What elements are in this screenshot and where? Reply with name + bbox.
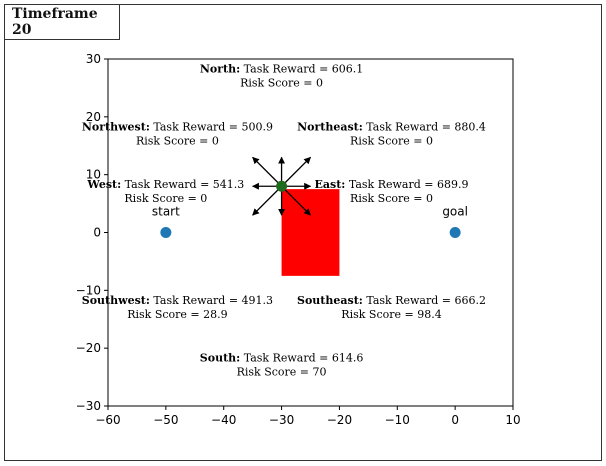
reward-value: Task Reward = 606.1 xyxy=(240,62,363,75)
direction-name: Northeast: xyxy=(297,120,363,133)
label-southwest-reward: Southwest: Task Reward = 491.3 xyxy=(82,294,273,307)
reward-value: Task Reward = 500.9 xyxy=(150,120,273,133)
arrow-northeast xyxy=(281,156,311,187)
y-tick-label: −10 xyxy=(76,283,101,297)
start-label: start xyxy=(152,205,180,219)
goal-point xyxy=(449,227,461,238)
y-tick-label: 0 xyxy=(93,226,101,240)
reward-value: Task Reward = 880.4 xyxy=(363,120,486,133)
reward-value: Task Reward = 666.2 xyxy=(363,294,486,307)
label-northeast-reward: Northeast: Task Reward = 880.4 xyxy=(297,120,486,133)
start-point xyxy=(160,227,172,238)
label-northwest-reward: Northwest: Task Reward = 500.9 xyxy=(82,120,273,133)
y-tick-label: 20 xyxy=(86,110,101,124)
x-tick-label: −20 xyxy=(327,413,352,427)
y-tick-label: −30 xyxy=(76,399,101,413)
agent-point xyxy=(276,180,288,192)
label-southeast-risk: Risk Score = 98.4 xyxy=(341,308,441,321)
reward-value: Task Reward = 689.9 xyxy=(345,178,468,191)
label-southeast-reward: Southeast: Task Reward = 666.2 xyxy=(297,294,486,307)
reward-value: Task Reward = 614.6 xyxy=(240,352,363,365)
x-tick-label: −50 xyxy=(153,413,178,427)
label-south-risk: Risk Score = 70 xyxy=(237,366,327,379)
label-southwest-risk: Risk Score = 28.9 xyxy=(127,308,227,321)
x-tick-label: −60 xyxy=(95,413,120,427)
goal-label: goal xyxy=(442,205,468,219)
x-tick-label: 10 xyxy=(505,413,520,427)
arrow-southwest xyxy=(252,185,283,216)
label-west-reward: West: Task Reward = 541.3 xyxy=(86,178,244,191)
label-northwest-risk: Risk Score = 0 xyxy=(136,134,219,147)
x-tick-label: −30 xyxy=(269,413,294,427)
arrow-northwest xyxy=(252,156,283,187)
x-tick-label: −40 xyxy=(211,413,236,427)
label-west-risk: Risk Score = 0 xyxy=(124,192,207,205)
arrow-southeast xyxy=(281,185,311,216)
label-north-risk: Risk Score = 0 xyxy=(240,76,323,89)
direction-name: North: xyxy=(200,62,240,75)
label-east-reward: East: Task Reward = 689.9 xyxy=(315,178,469,191)
direction-name: South: xyxy=(200,352,240,365)
label-south-reward: South: Task Reward = 614.6 xyxy=(200,352,364,365)
reward-value: Task Reward = 541.3 xyxy=(121,178,244,191)
obstacle-rect xyxy=(281,189,340,276)
y-tick-label: 30 xyxy=(86,52,101,66)
x-tick-label: −10 xyxy=(385,413,410,427)
y-tick-label: −20 xyxy=(76,341,101,355)
direction-name: East: xyxy=(315,178,346,191)
reward-value: Task Reward = 491.3 xyxy=(150,294,273,307)
timeframe-title: Timeframe 20 xyxy=(4,4,120,40)
x-tick-label: 0 xyxy=(451,413,459,427)
label-northeast-risk: Risk Score = 0 xyxy=(350,134,433,147)
direction-name: West: xyxy=(86,178,121,191)
direction-name: Southwest: xyxy=(82,294,150,307)
y-tick-label: 10 xyxy=(86,168,101,182)
label-east-risk: Risk Score = 0 xyxy=(350,192,433,205)
label-north-reward: North: Task Reward = 606.1 xyxy=(200,62,363,75)
direction-name: Southeast: xyxy=(297,294,363,307)
direction-name: Northwest: xyxy=(82,120,150,133)
